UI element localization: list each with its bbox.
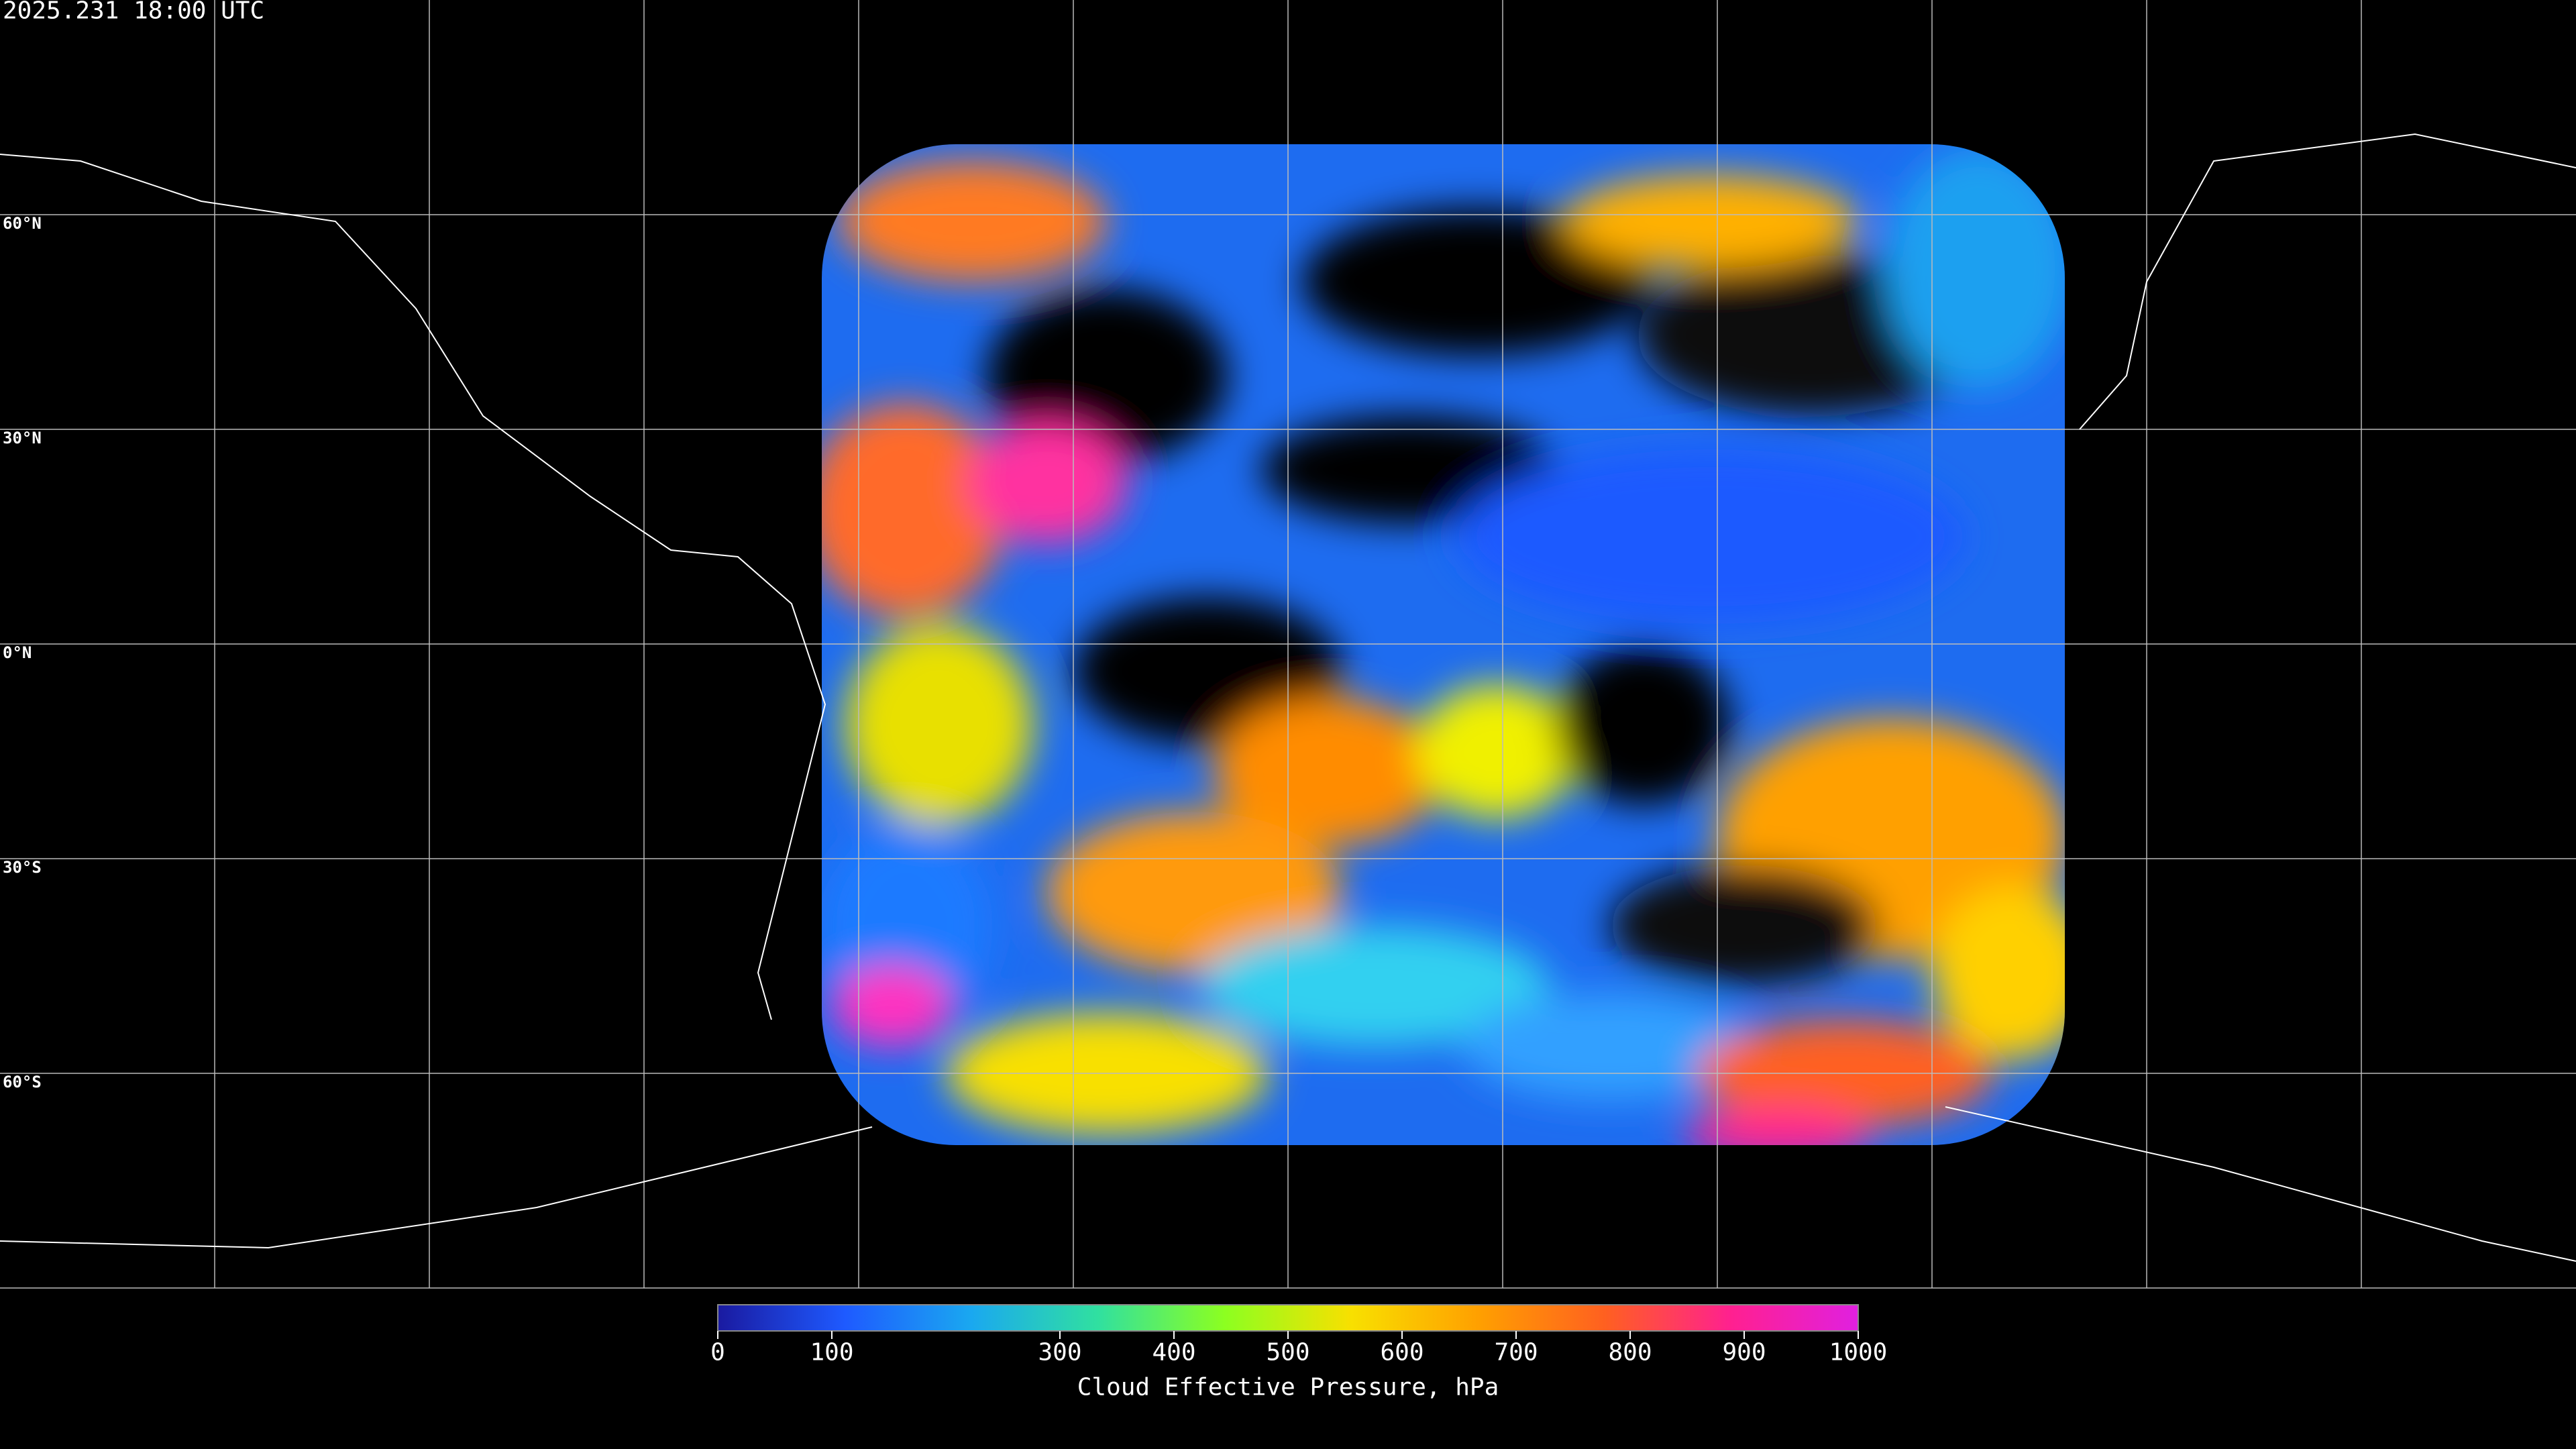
colorbar-tick-label: 700 <box>1494 1339 1538 1366</box>
coastline <box>0 133 2576 1020</box>
colorbar-tick-label: 900 <box>1722 1339 1766 1366</box>
colorbar-tick-label: 600 <box>1380 1339 1424 1366</box>
colorbar-tick-label: 100 <box>810 1339 853 1366</box>
colorbar-tick-label: 800 <box>1608 1339 1652 1366</box>
latitude-label: 60°S <box>3 1073 42 1091</box>
colorbar-tick-label: 500 <box>1266 1339 1309 1366</box>
satellite-imagery <box>822 144 2065 1145</box>
colorbar <box>717 1304 1859 1332</box>
colorbar-ticks: 0 100 300 400 500 600 700 800 900 1000 <box>710 1331 1887 1366</box>
colorbar-label: Cloud Effective Pressure, hPa <box>1077 1374 1499 1401</box>
colorbar-tick-label: 0 <box>710 1339 725 1366</box>
latitude-labels: 60°N 30°N 0°N 30°S 60°S <box>3 214 42 1091</box>
colorbar-tick-label: 1000 <box>1829 1339 1888 1366</box>
timestamp: 2025.231 18:00 UTC <box>3 0 264 25</box>
graticule <box>0 0 2576 1289</box>
latitude-label: 30°S <box>3 858 42 877</box>
colorbar-tick-label: 400 <box>1152 1339 1195 1366</box>
colorbar-tick-label: 300 <box>1038 1339 1081 1366</box>
coastline <box>0 1106 2576 1262</box>
latitude-label: 30°N <box>3 429 42 447</box>
latitude-label: 60°N <box>3 214 42 233</box>
latitude-label: 0°N <box>3 643 32 662</box>
